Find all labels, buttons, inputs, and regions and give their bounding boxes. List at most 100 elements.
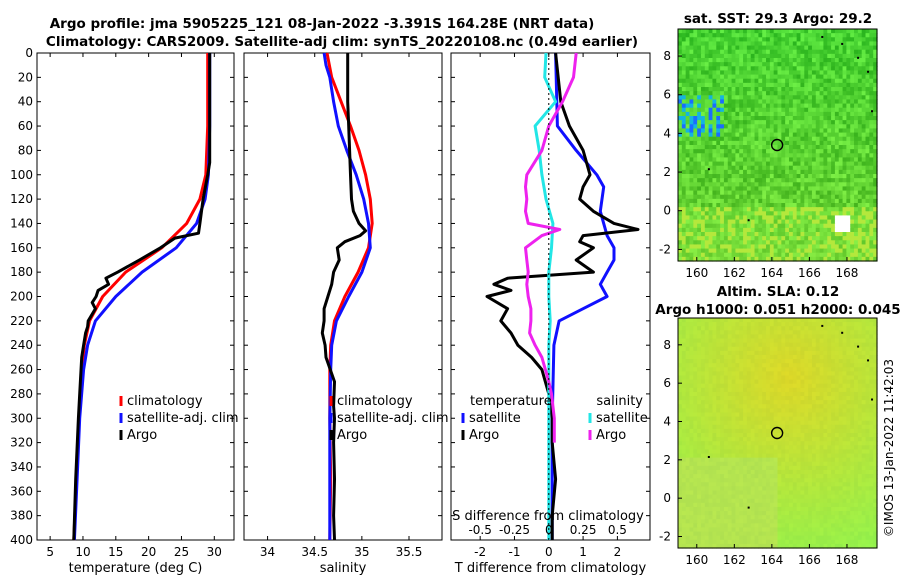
y-tick-label: 380 [10, 509, 33, 523]
map-cell [827, 107, 832, 113]
map-cell [785, 437, 790, 442]
map-cell [689, 318, 694, 323]
map-cell [850, 128, 855, 134]
map-cell [689, 223, 694, 229]
map-cell [723, 136, 729, 142]
map-cell [681, 70, 687, 76]
map-cell [781, 165, 786, 171]
map-cell [873, 111, 878, 117]
map-cell [792, 433, 798, 438]
map-cell [708, 252, 714, 258]
map-cell [811, 236, 817, 241]
map-cell [796, 29, 802, 34]
map-cell [685, 322, 691, 327]
map-cell [769, 45, 775, 51]
map-cell [873, 408, 878, 414]
map-cell [796, 157, 802, 163]
map-cell [758, 140, 763, 146]
map-cell [700, 391, 706, 397]
map-cell [838, 215, 844, 221]
map-cell [808, 248, 813, 254]
map-cell [743, 169, 748, 175]
map-cell [854, 82, 859, 88]
map-cell [854, 346, 859, 352]
y-tick-label: 200 [10, 290, 33, 304]
map-cell [869, 244, 874, 250]
map-cell [720, 66, 725, 72]
map-cell [762, 91, 767, 96]
map-cell [746, 45, 752, 51]
map-cell [854, 78, 859, 84]
map-cell [865, 107, 870, 113]
map-cell [716, 132, 721, 138]
map-cell [819, 379, 825, 385]
map-cell [865, 441, 870, 446]
map-cell [720, 124, 725, 130]
map-cell [678, 82, 683, 88]
map-cell [869, 449, 874, 455]
map-cell [678, 428, 683, 434]
map-cell [743, 29, 748, 34]
map-cell [854, 37, 859, 43]
map-cell [785, 33, 790, 38]
map-cell [762, 396, 767, 401]
map-cell [842, 227, 847, 233]
map-y-tick-label: -2 [659, 242, 671, 256]
map-cell [815, 227, 821, 233]
map-cell [850, 198, 855, 204]
map-cell [869, 178, 874, 183]
map-cell [712, 58, 717, 63]
map-cell [727, 441, 733, 446]
map-cell [712, 53, 717, 59]
map-cell [819, 371, 825, 377]
map-cell [854, 408, 859, 414]
map-cell [865, 132, 870, 138]
map-cell [762, 99, 767, 105]
map-cell [754, 111, 759, 117]
map-cell [781, 37, 786, 43]
map-cell [758, 252, 763, 258]
map-cell [827, 359, 832, 364]
map-cell [762, 111, 767, 117]
map-cell [773, 29, 779, 34]
map-cell [731, 223, 737, 229]
map-cell [758, 396, 763, 401]
map-cell [823, 169, 828, 175]
map-cell [704, 87, 710, 92]
map-cell [804, 136, 809, 142]
map-cell [720, 95, 725, 101]
map-cell [766, 211, 771, 217]
map-cell [808, 338, 813, 344]
map-cell [704, 37, 710, 43]
map-cell [838, 379, 844, 385]
map-cell [758, 78, 763, 84]
map-cell [720, 437, 725, 442]
map-cell [704, 128, 710, 134]
map-cell [758, 174, 763, 179]
map-cell [766, 326, 771, 331]
map-cell [773, 95, 779, 101]
map-cell [869, 70, 874, 76]
map-cell [681, 322, 687, 327]
map-cell [850, 391, 855, 397]
map-cell [769, 116, 775, 121]
map-cell [865, 74, 870, 80]
map-cell [716, 178, 721, 183]
map-cell [869, 256, 874, 262]
map-cell [693, 412, 698, 418]
map-cell [678, 256, 683, 262]
map-cell [777, 95, 782, 101]
map-cell [869, 437, 874, 442]
map-cell [804, 203, 809, 208]
map-cell [766, 140, 771, 146]
map-cell [708, 45, 714, 51]
map-cell [689, 391, 694, 397]
map-cell [811, 371, 817, 377]
map-cell [800, 236, 805, 241]
map-cell [815, 354, 821, 360]
map-cell [750, 174, 756, 179]
map-cell [854, 165, 859, 171]
map-cell [720, 62, 725, 67]
map-cell [815, 342, 821, 348]
map-cell [869, 391, 874, 397]
